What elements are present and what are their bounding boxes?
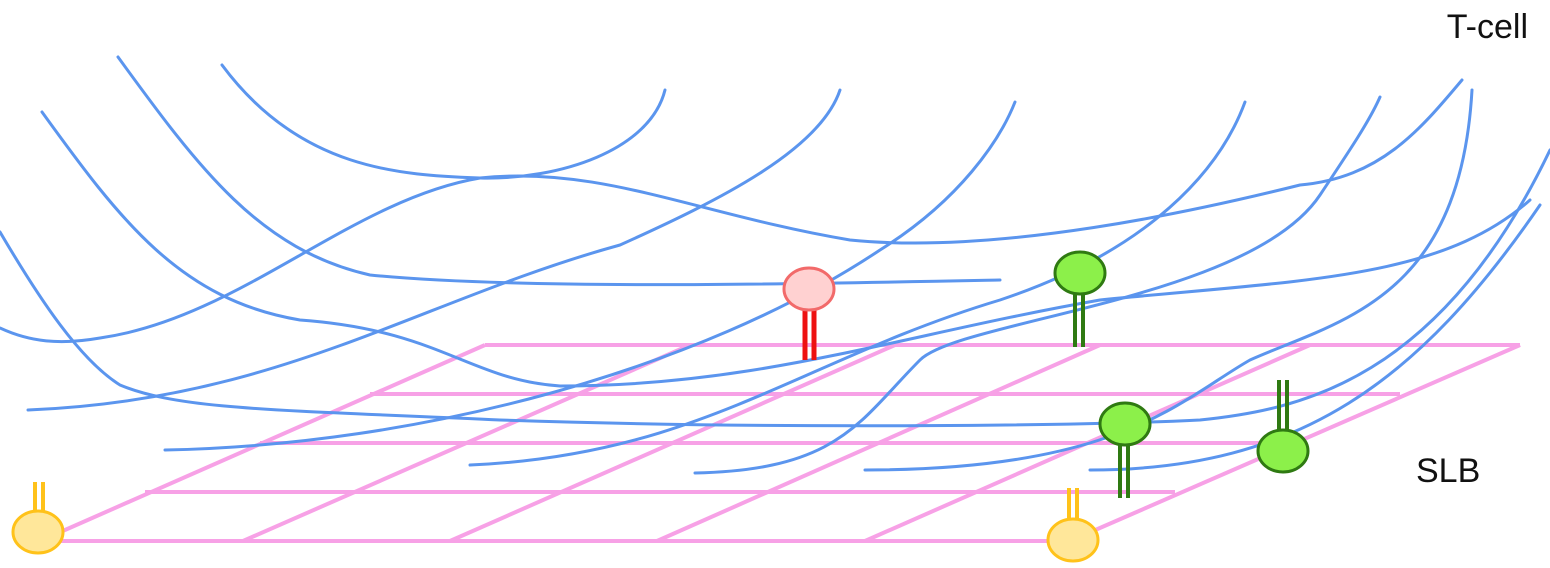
tcell-label: T-cell	[1446, 8, 1528, 46]
green-ligand-slb-center	[1098, 401, 1152, 498]
grid-col-2	[242, 343, 691, 543]
actin-filament	[0, 148, 1550, 428]
grid-col-3	[449, 343, 896, 543]
red-receptor-tcell	[782, 266, 836, 360]
actin-filament	[26, 88, 842, 412]
actin-filament	[863, 88, 1474, 472]
green-ligand-slb-right	[1256, 380, 1310, 474]
yellow-ligand-slb-center	[1046, 488, 1100, 563]
actin-filament	[40, 110, 1532, 388]
actin-filament	[468, 100, 1247, 467]
green-receptor-tcell	[1053, 250, 1107, 347]
actin-filament	[163, 100, 1017, 452]
molecules	[11, 250, 1310, 563]
actin-filament	[693, 95, 1382, 475]
yellow-ligand-slb-left	[11, 482, 65, 555]
actin-cortex	[0, 55, 1550, 475]
actin-filament	[220, 63, 667, 180]
slb-grid	[39, 343, 1521, 543]
actin-filament	[0, 78, 1464, 344]
grid-col-4	[656, 343, 1101, 543]
grid-col-1	[39, 343, 486, 543]
slb-label: SLB	[1416, 452, 1481, 490]
actin-filament	[1088, 203, 1542, 472]
